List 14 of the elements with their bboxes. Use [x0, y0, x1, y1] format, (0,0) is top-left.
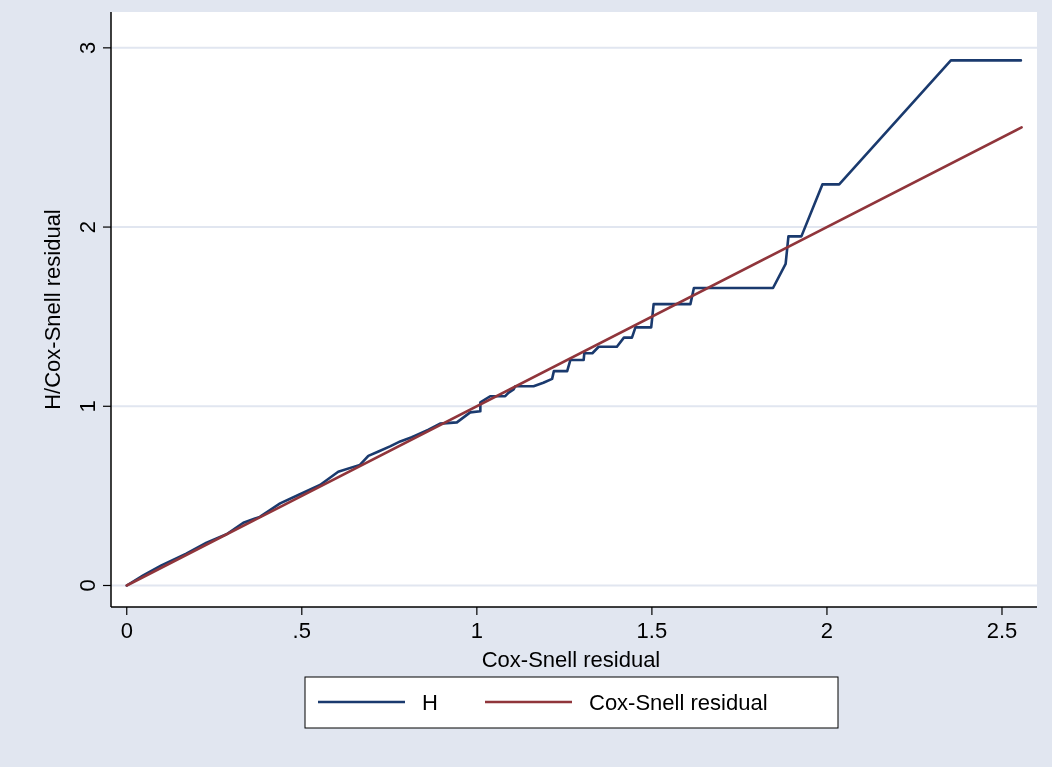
x-tick-label: 1.5	[636, 618, 668, 643]
legend-label: Cox-Snell residual	[589, 690, 768, 715]
x-tick-label: 2	[820, 618, 834, 643]
x-tick-label: 0	[120, 618, 133, 643]
y-tick-label: 0	[75, 579, 100, 592]
y-axis-title: H/Cox-Snell residual	[40, 209, 65, 410]
x-axis-title: Cox-Snell residual	[481, 647, 661, 672]
legend-label: H	[422, 690, 438, 715]
y-tick-label: 3	[75, 41, 100, 54]
y-tick-label: 1	[75, 400, 100, 413]
x-tick-label: 2.5	[986, 618, 1018, 643]
y-tick-label: 2	[75, 220, 100, 234]
x-tick-label: 1	[470, 618, 483, 643]
x-tick-label: .5	[292, 618, 311, 643]
